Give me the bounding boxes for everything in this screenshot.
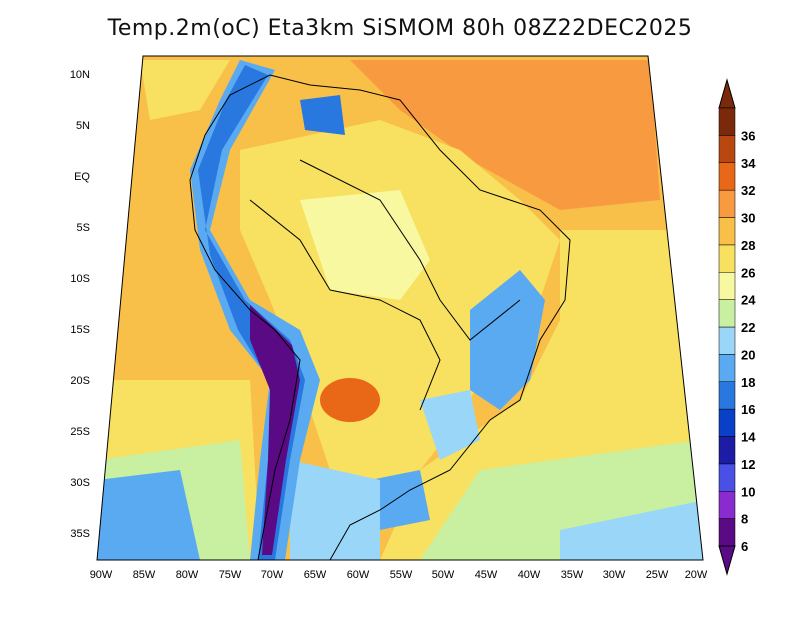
- coastlines: [189, 74, 571, 561]
- colorbar-label: 26: [741, 265, 755, 280]
- lon-label: 75W: [219, 569, 242, 581]
- field-patagonia: [290, 460, 380, 560]
- lon-label: 40W: [518, 569, 541, 581]
- colorbar-label: 32: [741, 183, 755, 198]
- field-amazon: [300, 190, 430, 300]
- lat-label: EQ: [74, 171, 90, 183]
- colorbar-bottom-arrow: [718, 545, 736, 576]
- lon-label: 50W: [432, 569, 455, 581]
- lat-label: 25S: [70, 426, 90, 438]
- field-andes-core: [250, 305, 300, 555]
- colorbar-label: 28: [741, 238, 755, 253]
- colorbar-label: 8: [741, 512, 748, 527]
- lon-label: 30W: [603, 569, 626, 581]
- colorbar-swatch: [718, 217, 736, 246]
- colorbar-label: 24: [741, 293, 756, 308]
- lat-label: 35S: [70, 528, 90, 540]
- lon-label: 55W: [390, 569, 413, 581]
- colorbar-label: 36: [741, 128, 755, 143]
- lat-label: 10S: [70, 273, 90, 285]
- lon-label: 65W: [304, 569, 327, 581]
- colorbar: 6 8 10 12 14 16 18 20 22 24 26 28 30 32 34 36: [718, 78, 756, 576]
- lon-label: 20W: [685, 569, 708, 581]
- colorbar-label: 14: [741, 430, 756, 445]
- colorbar-label: 22: [741, 320, 755, 335]
- field-atlantic-north: [350, 60, 660, 210]
- colorbar-label: 30: [741, 211, 755, 226]
- lon-label: 80W: [176, 569, 199, 581]
- colorbar-swatch: [718, 189, 736, 218]
- lon-axis: 90W 85W 80W 75W 70W 65W 60W 55W 50W 45W …: [90, 569, 708, 581]
- lon-label: 90W: [90, 569, 113, 581]
- field-atlantic-cold: [560, 500, 703, 560]
- lat-label: 20S: [70, 375, 90, 387]
- temperature-field: [97, 56, 703, 560]
- field-south-brazil: [420, 390, 480, 460]
- lon-label: 60W: [347, 569, 370, 581]
- colorbar-swatch: [718, 463, 736, 492]
- lat-label: 30S: [70, 477, 90, 489]
- lat-axis: 10N 5N EQ 5S 10S 15S 20S 25S 30S 35S: [70, 69, 91, 540]
- lon-label: 35W: [561, 569, 584, 581]
- map-frame: [96, 55, 704, 561]
- colorbar-swatch: [718, 326, 736, 355]
- field-pacific-cold: [97, 470, 200, 560]
- field-chaco-hot: [320, 378, 380, 422]
- lon-label: 85W: [133, 569, 156, 581]
- field-uruguay: [370, 470, 430, 530]
- colorbar-top-arrow: [718, 78, 736, 109]
- lat-label: 10N: [70, 69, 90, 81]
- colorbar-swatch: [718, 354, 736, 382]
- colorbar-swatch: [718, 518, 736, 547]
- colorbar-swatch: [718, 244, 736, 273]
- colorbar-swatch: [718, 381, 736, 410]
- lat-label: 5S: [77, 222, 90, 234]
- colorbar-label: 18: [741, 375, 755, 390]
- field-caribbean: [140, 60, 230, 120]
- colorbar-swatch: [718, 491, 736, 519]
- field-guiana: [300, 95, 345, 135]
- lon-label: 45W: [475, 569, 498, 581]
- lat-label: 5N: [76, 120, 90, 132]
- colorbar-label: 12: [741, 457, 755, 472]
- lon-label: 25W: [646, 569, 669, 581]
- colorbar-swatch: [718, 272, 736, 300]
- field-highlands: [470, 270, 545, 410]
- colorbar-swatch: [718, 408, 736, 437]
- colorbar-label: 34: [741, 156, 756, 171]
- colorbar-swatch: [718, 135, 736, 163]
- lon-label: 70W: [261, 569, 284, 581]
- colorbar-label: 6: [741, 539, 748, 554]
- map-title: Temp.2m(oC) Eta3km SiSMOM 80h 08Z22DEC20…: [107, 16, 693, 41]
- colorbar-swatch: [718, 162, 736, 191]
- colorbar-swatch: [718, 436, 736, 465]
- colorbar-label: 16: [741, 402, 755, 417]
- colorbar-swatch: [718, 299, 736, 328]
- colorbar-label: 20: [741, 347, 755, 362]
- colorbar-label: 10: [741, 484, 755, 499]
- colorbar-swatch: [718, 107, 736, 136]
- lat-label: 15S: [70, 324, 90, 336]
